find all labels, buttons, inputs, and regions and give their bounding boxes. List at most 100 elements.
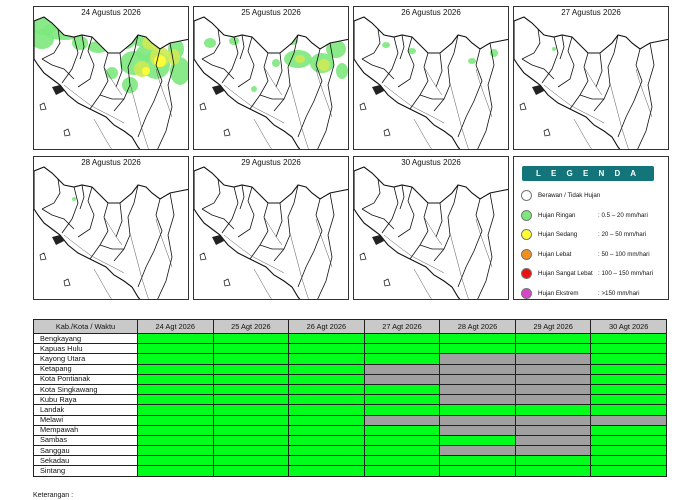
forecast-cell — [590, 414, 667, 426]
province-map — [194, 166, 348, 299]
forecast-cell — [288, 465, 365, 477]
forecast-cell — [137, 404, 214, 416]
forecast-cell — [363, 445, 441, 457]
forecast-cell — [590, 434, 667, 447]
legend-swatch-icon — [521, 209, 532, 221]
forecast-cell — [137, 343, 214, 355]
forecast-cell — [514, 434, 592, 447]
legend-item-name: Hujan Ekstrem — [538, 289, 579, 297]
forecast-cell — [288, 455, 365, 467]
table-row: Bengkayang — [33, 332, 667, 345]
forecast-cell — [363, 404, 441, 416]
legend-item-name: Hujan Sangat Lebat — [538, 270, 593, 277]
forecast-cell — [288, 343, 365, 355]
date-column-header: 29 Agt 2026 — [514, 319, 592, 334]
forecast-cell — [212, 363, 290, 375]
map-date-title: 28 Agustus 2026 — [81, 158, 141, 167]
forecast-cell — [590, 363, 667, 375]
forecast-cell — [514, 373, 592, 385]
date-column-header: 27 Agt 2026 — [363, 319, 441, 334]
regency-name: Bengkayang — [33, 332, 138, 345]
forecast-map-panel: 26 Agustus 2026 — [353, 6, 509, 150]
map-date-title: 26 Agustus 2026 — [401, 8, 461, 17]
forecast-map-panel: 27 Agustus 2026 — [513, 6, 669, 150]
forecast-cell — [514, 343, 592, 355]
forecast-cell — [137, 332, 214, 345]
table-row: Kota Pontianak — [33, 373, 667, 385]
forecast-cell — [137, 383, 214, 396]
forecast-cell — [288, 414, 365, 426]
forecast-cell — [137, 465, 214, 477]
province-map — [34, 166, 188, 299]
forecast-cell — [590, 332, 667, 345]
regency-name: Kota Singkawang — [33, 383, 138, 396]
forecast-cell — [212, 373, 290, 385]
legend-item-range: : >150 mm/hari — [598, 289, 640, 297]
map-date-title: 29 Agustus 2026 — [241, 158, 301, 167]
forecast-cell — [439, 434, 516, 447]
regency-name: Kota Pontianak — [33, 373, 138, 385]
forecast-cell — [514, 455, 592, 467]
legend-item-name: Hujan Ringan — [538, 211, 576, 219]
province-map — [34, 16, 188, 149]
forecast-cell — [514, 414, 592, 426]
table-row: Sintang — [33, 465, 667, 477]
forecast-map-panel: 24 Agustus 2026 — [33, 6, 189, 150]
forecast-cell — [137, 445, 214, 457]
legend-item-name: Berawan / Tidak Hujan — [538, 192, 601, 199]
forecast-cell — [590, 383, 667, 396]
forecast-cell — [590, 424, 667, 436]
regency-name: Landak — [33, 404, 138, 416]
forecast-cell — [514, 353, 592, 365]
map-date-title: 25 Agustus 2026 — [241, 8, 301, 17]
regency-name: Melawi — [33, 414, 138, 426]
forecast-cell — [137, 353, 214, 365]
forecast-cell — [514, 424, 592, 436]
date-column-header: 24 Agt 2026 — [137, 319, 214, 334]
forecast-cell — [439, 465, 516, 477]
table-header-row: Kab./Kota / Waktu 24 Agt 2026 25 Agt 2026… — [33, 319, 667, 334]
forecast-cell — [363, 465, 441, 477]
forecast-cell — [439, 424, 516, 436]
forecast-cell — [212, 343, 290, 355]
forecast-map-panel: 29 Agustus 2026 — [193, 156, 349, 300]
forecast-cell — [212, 465, 290, 477]
forecast-cell — [590, 343, 667, 355]
forecast-map-panel: 28 Agustus 2026 — [33, 156, 189, 300]
regency-name: Kayong Utara — [33, 353, 138, 365]
date-column-header: 25 Agt 2026 — [212, 319, 290, 334]
forecast-cell — [590, 394, 667, 406]
table-row: Melawi — [33, 414, 667, 426]
legend-item-range: : 0.5 – 20 mm/hari — [598, 211, 648, 219]
forecast-cell — [363, 332, 441, 345]
forecast-cell — [439, 445, 516, 457]
forecast-cell — [137, 455, 214, 467]
map-date-title: 24 Agustus 2026 — [81, 8, 141, 17]
forecast-cell — [212, 434, 290, 447]
legend-item-range: : 50 – 100 mm/hari — [598, 250, 650, 258]
forecast-cell — [363, 383, 441, 396]
forecast-cell — [288, 404, 365, 416]
forecast-cell — [212, 353, 290, 365]
forecast-cell — [363, 414, 441, 426]
date-column-header: 28 Agt 2026 — [439, 319, 516, 334]
regency-name: Sintang — [33, 465, 138, 477]
forecast-map-panel: 25 Agustus 2026 — [193, 6, 349, 150]
legend-item-name: Hujan Lebat — [538, 250, 572, 258]
map-date-title: 27 Agustus 2026 — [561, 8, 621, 17]
forecast-cell — [288, 363, 365, 375]
table-row: Kapuas Hulu — [33, 343, 667, 355]
forecast-cell — [590, 465, 667, 477]
forecast-cell — [137, 414, 214, 426]
forecast-cell — [288, 353, 365, 365]
regency-name: Sanggau — [33, 445, 138, 457]
forecast-cell — [439, 404, 516, 416]
regency-name: Kubu Raya — [33, 394, 138, 406]
regency-name: Kapuas Hulu — [33, 343, 138, 355]
date-column-header: 30 Agt 2026 — [590, 319, 667, 334]
forecast-cell — [514, 394, 592, 406]
legend-box: L E G E N D A Berawan / Tidak Hujan Hujan… — [513, 156, 669, 300]
forecast-cell — [137, 424, 214, 436]
legend-swatch-icon — [521, 229, 532, 240]
province-map — [354, 166, 508, 299]
